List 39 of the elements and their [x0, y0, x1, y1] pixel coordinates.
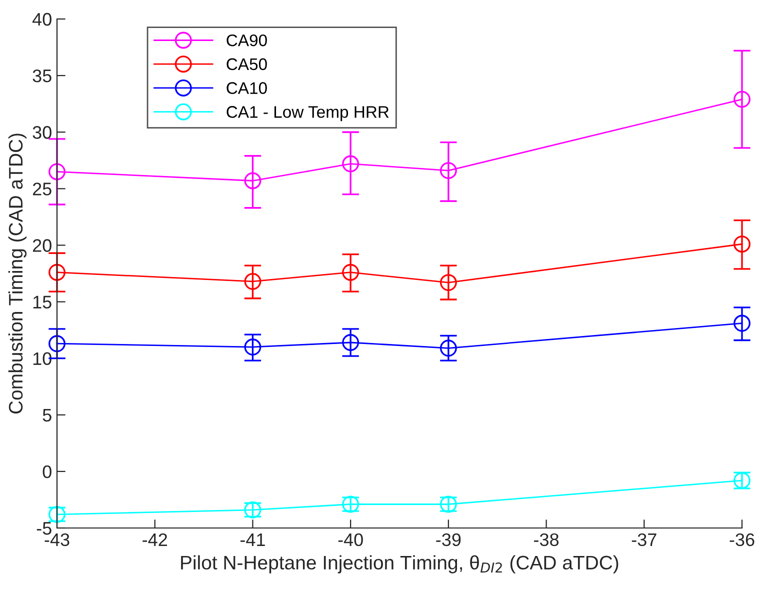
- point: [734, 314, 750, 332]
- y-tick-label: 0: [42, 465, 52, 478]
- point: [48, 335, 66, 352]
- x-tick-label: -43: [44, 533, 70, 546]
- x-tick-label: -41: [240, 534, 265, 546]
- legend-label: CA10: [226, 82, 267, 94]
- y-tick-label: 5: [42, 409, 52, 422]
- point: [440, 162, 457, 180]
- x-tick-label: -38: [534, 533, 559, 546]
- y-tick-label: 10: [33, 352, 52, 366]
- point: [48, 264, 66, 281]
- y-axis-title: Combustion Timing (CAD aTDC): [8, 134, 26, 414]
- x-tick-label: -40: [338, 533, 363, 546]
- y-tick-label: 40: [32, 12, 52, 26]
- point: [440, 340, 457, 357]
- x-tick-label: -39: [436, 533, 461, 546]
- x-tick-label: -37: [632, 533, 656, 546]
- point: [244, 272, 262, 290]
- point: [244, 172, 262, 190]
- x-axis-title: Pilot N-Heptane Injection Timing, θ$_{DI2}$ (CAD aTDC): [181, 555, 618, 574]
- point: [342, 264, 360, 281]
- point: [440, 274, 457, 292]
- y-tick-label: 30: [32, 126, 52, 139]
- point: [734, 90, 750, 108]
- legend-label: CA1 - Low Temp HRR: [226, 106, 389, 122]
- y-tick-label: 15: [33, 296, 52, 308]
- legend-label: CA50: [226, 58, 267, 70]
- y-tick-label: -5: [36, 522, 52, 535]
- point: [734, 236, 750, 253]
- y-tick-label: 25: [32, 182, 52, 196]
- point: [244, 338, 262, 356]
- point: [342, 155, 360, 172]
- x-tick-label: -42: [142, 533, 167, 546]
- legend-label: CA90: [226, 34, 267, 46]
- point: [48, 163, 66, 180]
- point: [342, 334, 360, 351]
- x-tick-label: -36: [730, 533, 754, 546]
- y-tick-label: 35: [32, 69, 52, 82]
- y-tick-label: 20: [32, 239, 52, 252]
